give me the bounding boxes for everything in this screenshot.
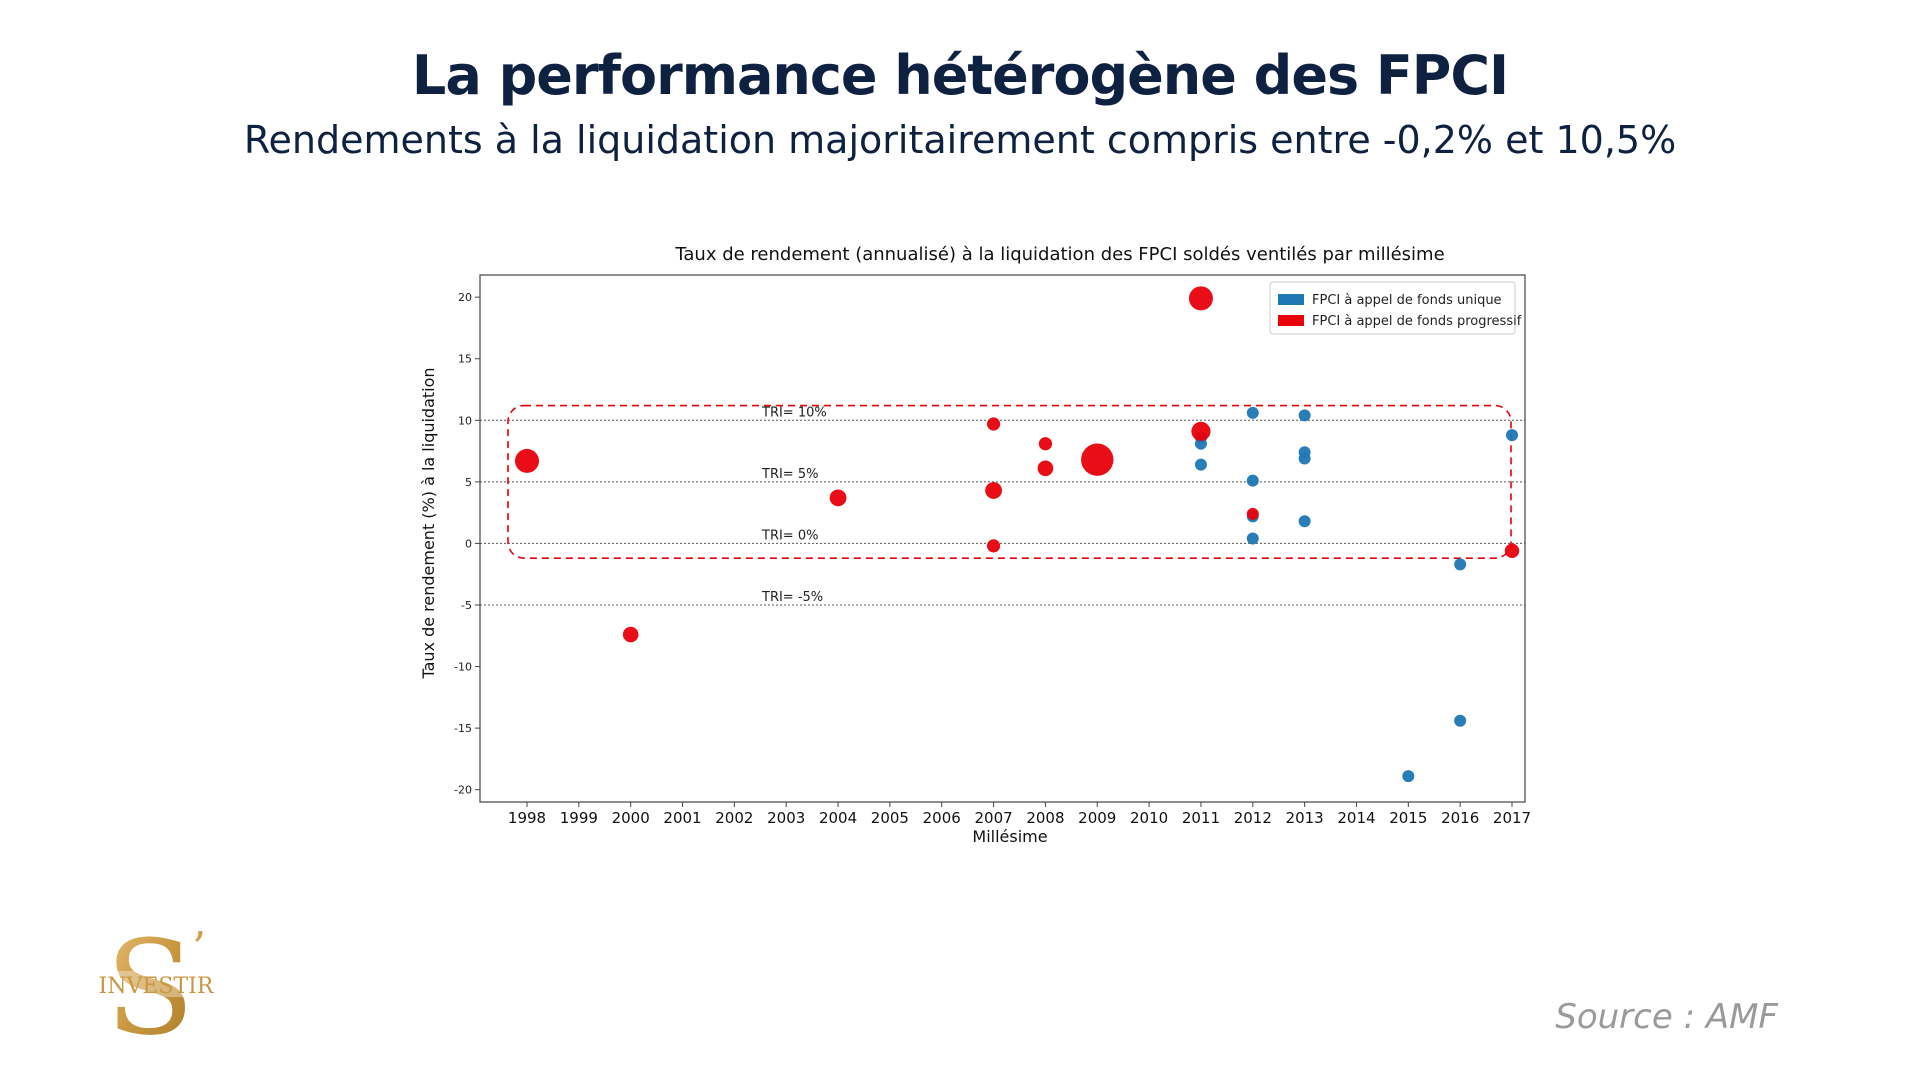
x-tick-label: 1999 — [560, 809, 598, 827]
svg-text:’: ’ — [192, 923, 206, 974]
data-point-progressif — [985, 482, 1002, 499]
data-point-progressif — [986, 539, 1001, 553]
data-point-progressif — [829, 489, 847, 507]
data-point-unique — [1454, 558, 1467, 571]
x-tick-label: 2002 — [715, 809, 753, 827]
investir-logo: S ’ INVESTIR — [88, 905, 228, 1064]
x-tick-label: 2011 — [1182, 809, 1220, 827]
chart-container: Taux de rendement (annualisé) à la liqui… — [400, 230, 1540, 860]
legend-label: FPCI à appel de fonds progressif — [1312, 314, 1522, 329]
slide-subtitle: Rendements à la liquidation majoritairem… — [243, 118, 1677, 162]
x-tick-label: 2013 — [1286, 809, 1324, 827]
data-point-progressif — [1037, 460, 1054, 477]
data-point-progressif — [515, 448, 539, 473]
x-tick-label: 2017 — [1493, 809, 1531, 827]
data-point-unique — [1298, 409, 1311, 422]
data-point-unique — [1402, 770, 1415, 783]
x-tick-label: 2004 — [819, 809, 857, 827]
x-axis-label: Millésime — [972, 827, 1047, 846]
plot-frame — [479, 274, 1526, 803]
x-tick-label: 2006 — [923, 809, 961, 827]
y-tick-label: -5 — [461, 599, 472, 612]
logo-text: INVESTIR — [99, 974, 215, 999]
y-tick-label: 5 — [465, 476, 472, 489]
legend-swatch — [1278, 294, 1304, 305]
x-tick-label: 2001 — [663, 809, 701, 827]
x-tick-label: 2009 — [1078, 809, 1116, 827]
data-point-progressif — [1504, 543, 1520, 559]
reference-line-label: TRI= -5% — [761, 590, 823, 605]
legend-swatch — [1278, 315, 1304, 326]
data-point-progressif — [1191, 421, 1211, 441]
reference-line-label: TRI= 5% — [761, 467, 818, 482]
x-tick-label: 2000 — [612, 809, 650, 827]
y-axis-ticks: -20 -15 -10 -5 0 5 10 15 20 — [454, 291, 480, 797]
data-point-progressif — [1246, 507, 1259, 520]
chart-legend: FPCI à appel de fonds unique FPCI à appel… — [1269, 281, 1522, 335]
x-axis-ticks: 1998 1999 2000 2001 2002 2003 2004 2005 2006 2007… — [508, 802, 1531, 827]
y-tick-label: 0 — [465, 537, 472, 550]
data-point-unique — [1298, 452, 1311, 465]
x-tick-label: 2015 — [1389, 809, 1427, 827]
y-tick-label: 15 — [458, 353, 472, 366]
x-tick-label: 2007 — [974, 809, 1012, 827]
x-tick-label: 2014 — [1337, 809, 1375, 827]
data-point-unique — [1298, 515, 1311, 528]
data-points — [515, 286, 1520, 783]
reference-line-label: TRI= 0% — [761, 528, 818, 543]
y-axis-label: Taux de rendement (%) à la liquidation — [419, 367, 438, 679]
y-tick-label: 10 — [458, 414, 472, 427]
legend-box — [1269, 281, 1516, 335]
legend-label: FPCI à appel de fonds unique — [1312, 293, 1502, 308]
chart-title: Taux de rendement (annualisé) à la liqui… — [674, 244, 1444, 265]
x-tick-label: 2008 — [1026, 809, 1064, 827]
svg-text:S: S — [105, 912, 194, 1045]
y-tick-label: 20 — [458, 291, 472, 304]
y-tick-label: -10 — [454, 661, 472, 674]
highlight-range-box — [507, 404, 1512, 560]
reference-line-labels: TRI= 10% TRI= 5% TRI= 0% TRI= -5% — [761, 405, 827, 605]
data-point-unique — [1454, 714, 1467, 727]
y-tick-label: -15 — [454, 722, 472, 735]
data-point-unique — [1246, 474, 1259, 487]
data-point-unique — [1506, 429, 1518, 442]
source-citation: Source : AMF — [1555, 997, 1778, 1037]
data-point-unique — [1246, 406, 1259, 419]
x-tick-label: 2010 — [1130, 809, 1168, 827]
y-tick-label: -20 — [454, 784, 472, 797]
x-tick-label: 2012 — [1234, 809, 1272, 827]
x-tick-label: 2016 — [1441, 809, 1479, 827]
data-point-progressif — [1188, 286, 1213, 311]
reference-line-label: TRI= 10% — [761, 405, 827, 420]
data-point-progressif — [1081, 443, 1114, 476]
x-tick-label: 2003 — [767, 809, 805, 827]
x-tick-label: 2005 — [871, 809, 909, 827]
data-point-progressif — [622, 626, 639, 643]
slide-title: La performance hétérogène des FPCI — [411, 44, 1509, 107]
data-point-progressif — [1038, 437, 1053, 451]
reference-lines — [480, 419, 1525, 606]
data-point-unique — [1246, 532, 1259, 545]
x-tick-label: 1998 — [508, 809, 546, 827]
data-point-unique — [1194, 458, 1207, 471]
data-point-progressif — [986, 417, 1001, 431]
scatter-chart: Taux de rendement (annualisé) à la liqui… — [419, 244, 1531, 846]
